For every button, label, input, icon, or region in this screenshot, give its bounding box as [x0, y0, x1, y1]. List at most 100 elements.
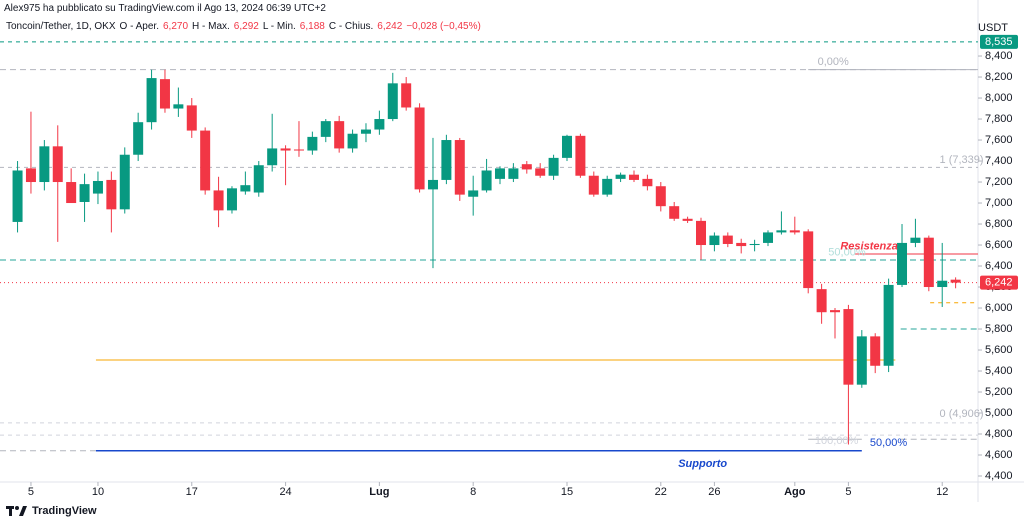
candle-body	[401, 83, 412, 108]
candle-body	[816, 289, 827, 313]
y-tick-label: 7,600	[985, 134, 1013, 146]
candle-body	[12, 170, 23, 222]
y-tick-label: 6,000	[985, 302, 1013, 314]
x-tick-label: 5	[28, 486, 34, 498]
x-tick-label: 24	[279, 486, 291, 498]
candle-body	[682, 218, 693, 221]
candle-body	[937, 280, 948, 288]
x-tick-label: 10	[92, 486, 104, 498]
annotation: 0,00%	[818, 56, 849, 68]
candle-body	[535, 168, 546, 176]
candle-body	[843, 309, 854, 385]
ohlc-value: 6,292	[233, 21, 259, 32]
candle-body	[106, 179, 117, 210]
footer: TradingView	[6, 505, 97, 517]
candle-body	[722, 235, 733, 244]
legend-header: Toncoin/Tether, 1D, OKX O - Aper. 6,270 H …	[6, 21, 481, 32]
price-label-bg	[980, 34, 1018, 49]
y-tick-label: 4,400	[985, 470, 1013, 482]
candle-body	[642, 178, 653, 187]
candle-body	[923, 237, 934, 288]
y-tick-label: 7,400	[985, 155, 1013, 167]
candle-body	[870, 336, 881, 366]
candle-body	[749, 243, 760, 246]
candle-body	[280, 148, 291, 151]
candle-body	[267, 148, 278, 166]
candle-body	[709, 235, 720, 246]
candle-body	[696, 220, 707, 246]
logo	[6, 506, 27, 516]
candle-body	[186, 105, 197, 131]
publisher: Alex975 ha pubblicato su TradingView.com…	[4, 3, 326, 14]
candle-body	[575, 135, 586, 176]
y-tick-label: 5,800	[985, 323, 1013, 335]
candle-body	[307, 136, 318, 151]
candle-body	[615, 174, 626, 179]
candle-body	[79, 184, 90, 202]
price-label: 6,242	[985, 277, 1013, 289]
candle-body	[92, 180, 103, 194]
y-tick-label: 4,600	[985, 449, 1013, 461]
candle-body	[360, 129, 371, 134]
y-tick-label: 6,800	[985, 218, 1013, 230]
candle-body	[133, 122, 144, 155]
y-tick-label: 7,200	[985, 176, 1013, 188]
y-tick-label: 8,200	[985, 71, 1013, 83]
candle-body	[763, 232, 774, 243]
candle-body	[508, 168, 519, 179]
candle-body	[441, 140, 452, 180]
ohlc-label: C - Chius.	[328, 21, 374, 32]
candle-body	[427, 179, 438, 190]
annotation: 50,00%	[870, 437, 908, 449]
y-tick-label: 6,600	[985, 239, 1013, 251]
candle-body	[66, 182, 77, 204]
candle-body	[159, 79, 170, 109]
candle-body	[736, 242, 747, 247]
candle-body	[374, 119, 385, 130]
ohlc-label: L - Min.	[262, 21, 296, 32]
candle-body	[548, 157, 559, 176]
candle-body	[39, 146, 50, 183]
candle-body	[468, 190, 479, 197]
ohlc-value: 6,188	[299, 21, 325, 32]
candle-body	[561, 135, 572, 158]
candle-body	[25, 168, 36, 183]
candle-body	[52, 146, 63, 183]
ohlc-label: O - Aper.	[119, 21, 159, 32]
x-tick-label: 12	[936, 486, 948, 498]
y-tick-label: 5,000	[985, 407, 1013, 419]
candle-body	[897, 242, 908, 285]
x-tick-label: 5	[845, 486, 851, 498]
candle-body	[146, 78, 157, 123]
candle-body	[173, 104, 184, 109]
x-tick-label: 17	[186, 486, 198, 498]
candle-body	[334, 121, 345, 149]
candle-body	[883, 284, 894, 366]
ohlc-value: 6,242	[377, 21, 403, 32]
candle-body	[387, 83, 398, 120]
candle-body	[521, 164, 532, 170]
candle-body	[293, 149, 304, 151]
currency: USDT	[978, 22, 1008, 34]
candle-body	[789, 230, 800, 233]
ohlc-value: 6,270	[162, 21, 189, 32]
candle-body	[200, 130, 211, 191]
candle-body	[669, 206, 680, 219]
x-tick-label: 22	[655, 486, 667, 498]
candle-body	[320, 121, 331, 137]
candle-body	[454, 140, 465, 195]
x-tick-label: Ago	[784, 486, 806, 498]
y-tick-label: 4,800	[985, 428, 1013, 440]
annotation: 50,00%	[828, 246, 866, 258]
y-tick-label: 7,000	[985, 197, 1013, 209]
candle-body	[588, 175, 599, 195]
x-tick-label: 15	[561, 486, 573, 498]
candle-body	[655, 186, 666, 207]
candle-body	[240, 185, 251, 192]
y-tick-label: 5,600	[985, 344, 1013, 356]
candle-body	[481, 170, 492, 191]
annotation: Resistenza	[840, 241, 897, 253]
y-tick-label: 8,000	[985, 92, 1013, 104]
x-tick-label: 8	[470, 486, 476, 498]
